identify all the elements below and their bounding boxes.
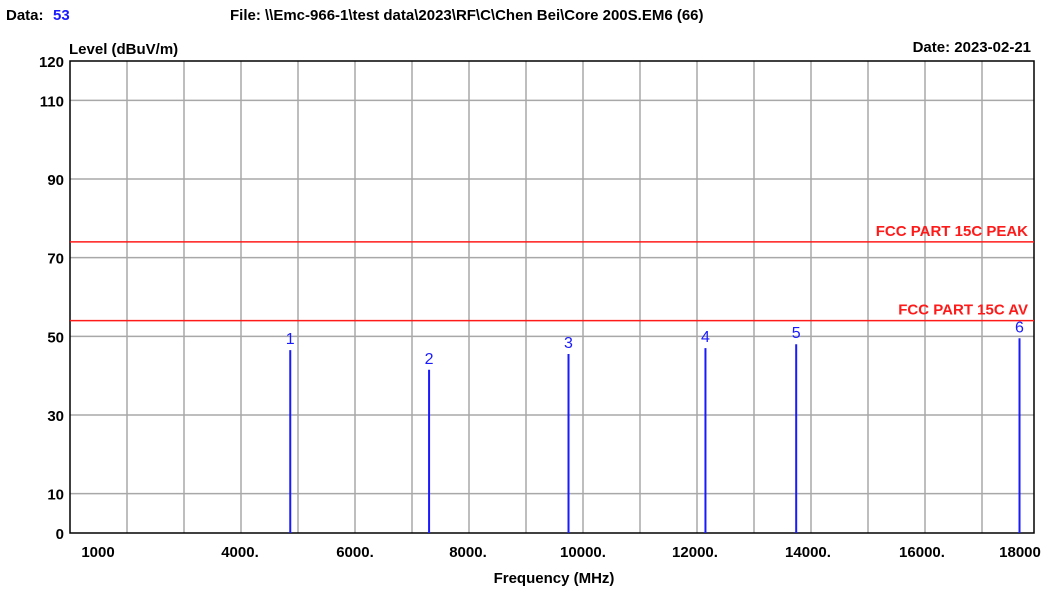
y-axis-ticks: 0 10 30 50 70 90 110 120 — [39, 54, 64, 543]
data-value: 53 — [53, 7, 70, 24]
y-tick-label: 30 — [47, 408, 64, 425]
file-path: File: \\Emc-966-1\test data\2023\RF\C\Ch… — [230, 7, 704, 24]
date-text: Date: 2023-02-21 — [913, 39, 1031, 56]
y-tick-label: 110 — [40, 93, 64, 110]
marker-label: 1 — [286, 331, 295, 348]
marker-label: 6 — [1015, 319, 1024, 336]
y-tick-label: 120 — [39, 54, 64, 71]
x-axis-title: Frequency (MHz) — [494, 570, 615, 587]
y-axis-title: Level (dBuV/m) — [69, 41, 178, 58]
x-tick-label: 18000 — [999, 544, 1041, 561]
x-tick-label: 4000. — [221, 544, 259, 561]
y-tick-label: 10 — [47, 487, 64, 504]
marker-label: 4 — [701, 329, 710, 346]
plot-frame — [69, 60, 1035, 534]
y-tick-label: 50 — [47, 329, 64, 346]
x-tick-label: 8000. — [449, 544, 487, 561]
x-tick-label: 14000. — [785, 544, 831, 561]
marker-label: 2 — [425, 351, 434, 368]
y-tick-label: 0 — [56, 526, 64, 543]
limit-label: FCC PART 15C AV — [898, 302, 1028, 319]
y-tick-label: 90 — [47, 172, 64, 189]
marker-label: 3 — [564, 335, 573, 352]
x-tick-label: 6000. — [336, 544, 374, 561]
x-tick-label: 10000. — [560, 544, 606, 561]
y-tick-label: 70 — [47, 251, 64, 268]
data-label: Data: — [6, 7, 44, 24]
x-tick-label: 12000. — [672, 544, 718, 561]
marker-label: 5 — [792, 325, 801, 342]
plot-area: FCC PART 15C PEAK FCC PART 15C AV 1 2 3 4 5 6 — [69, 60, 1035, 534]
x-tick-label: 1000 — [81, 544, 114, 561]
x-tick-label: 16000. — [899, 544, 945, 561]
limit-label: FCC PART 15C PEAK — [876, 223, 1028, 240]
x-axis-ticks: 1000 4000. 6000. 8000. 10000. 12000. 14000. 160… — [81, 544, 1041, 561]
header: Data: 53 File: \\Emc-966-1\test data\202… — [6, 7, 1031, 56]
